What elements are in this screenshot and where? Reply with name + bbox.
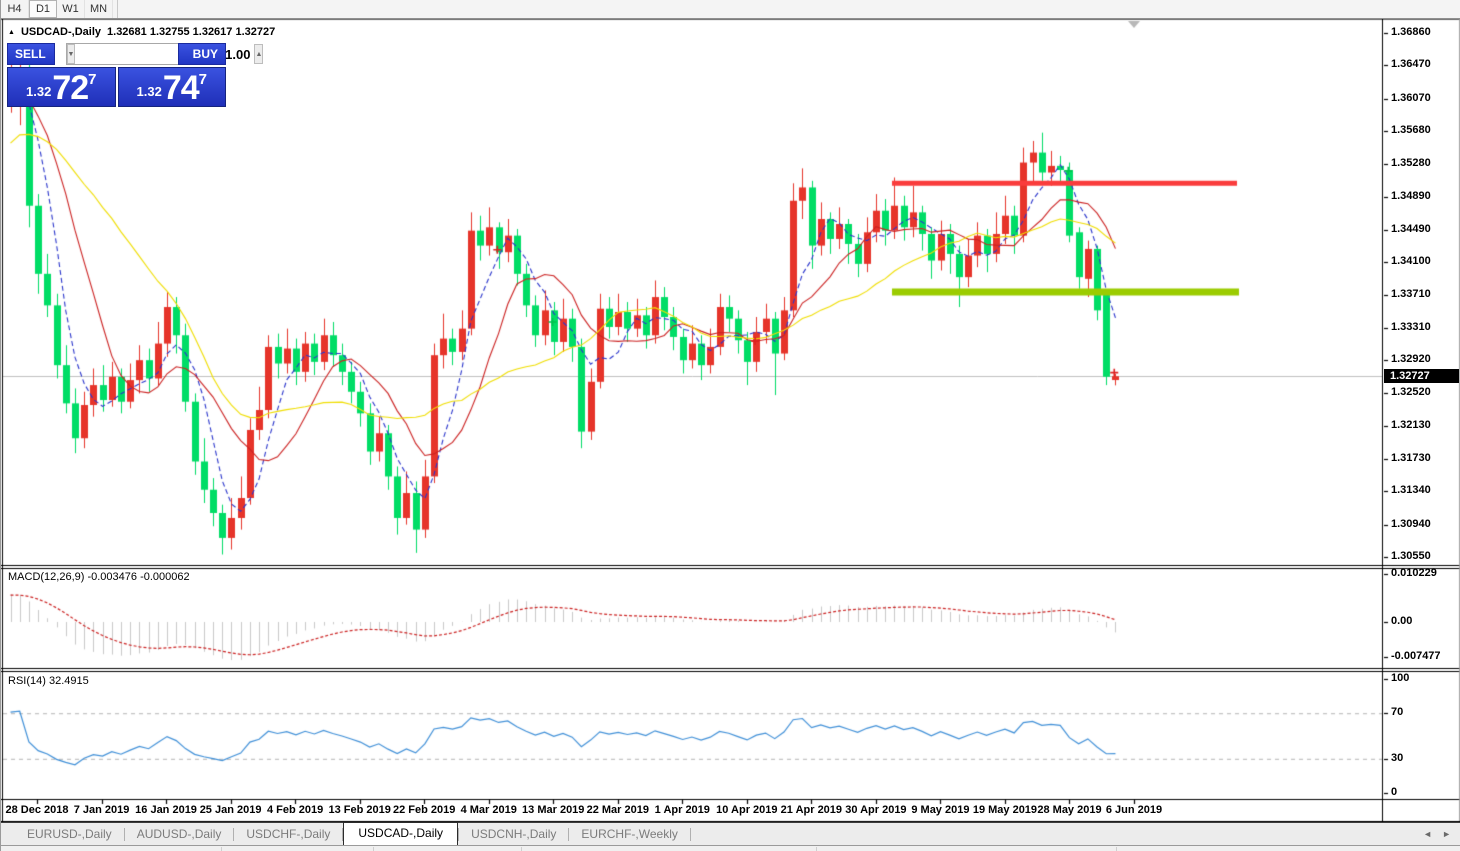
price-axis-tick: 1.31730: [1391, 452, 1431, 464]
buy-price-prefix: 1.32: [136, 84, 162, 99]
tab-divider: [123, 828, 125, 841]
chart-tab-eurusddaily[interactable]: EURUSD-,Daily: [27, 827, 112, 841]
buy-price-big: 74: [162, 69, 200, 108]
price-axis-tick: 1.34100: [1391, 255, 1431, 268]
date-axis-label: 4 Feb 2019: [266, 804, 324, 816]
date-axis-label: 28 Dec 2018: [5, 804, 69, 816]
sell-button[interactable]: SELL: [7, 43, 55, 65]
price-axis-tick: 1.34890: [1391, 189, 1431, 202]
chart-window: ▲ USDCAD-,Daily 1.32681 1.32755 1.32617 …: [1, 19, 1460, 822]
status-strip: [1, 845, 1460, 851]
volume-input[interactable]: [75, 44, 255, 64]
price-axis-tick: 1.36070: [1391, 91, 1431, 104]
tab-divider: [689, 828, 691, 841]
status-divider: [1116, 847, 1117, 851]
timeframe-toolbar: H4 D1 W1 MN: [1, 0, 1460, 19]
date-axis-label: 13 Mar 2019: [522, 804, 585, 816]
date-axis-label: 4 Mar 2019: [460, 804, 517, 816]
macd-axis-tick: 0.00: [1391, 615, 1413, 627]
date-axis-label: 6 Jun 2019: [1105, 804, 1163, 816]
price-axis-tick: 1.32520: [1391, 386, 1431, 399]
buy-quote-button[interactable]: 1.32 74 7: [117, 67, 226, 108]
tab-scroll-right-icon[interactable]: ►: [1442, 829, 1451, 839]
tab-divider: [342, 828, 344, 841]
volume-decrease-button[interactable]: ▼: [66, 44, 76, 64]
buy-button[interactable]: BUY: [177, 43, 226, 65]
sell-price-big: 72: [52, 69, 89, 108]
price-axis-tick: 1.30550: [1391, 550, 1431, 562]
price-axis-tick: 1.32920: [1391, 353, 1431, 366]
price-axis-tick: 1.30940: [1391, 517, 1431, 530]
sell-quote-button[interactable]: 1.32 72 7: [7, 67, 116, 107]
rsi-axis-tick: 30: [1391, 751, 1404, 764]
tab-scroll-left-icon[interactable]: ◄: [1423, 829, 1433, 839]
price-axis-tick: 1.33310: [1391, 320, 1431, 333]
date-axis-label: 9 May 2019: [911, 804, 970, 816]
macd-indicator-label: MACD(12,26,9) -0.003476 -0.000062: [8, 571, 190, 583]
chart-tab-eurchfweekly[interactable]: EURCHF-,Weekly: [581, 827, 678, 841]
price-axis-tick: 1.36470: [1391, 58, 1431, 71]
toolbar-separator: [117, 0, 118, 18]
date-axis-label: 19 May 2019: [972, 804, 1038, 816]
date-axis-label: 28 May 2019: [1037, 804, 1102, 816]
tab-divider: [568, 828, 570, 841]
one-click-trade-panel: SELL ▼ ▲ BUY 1.32 72 7 1.32 74 7: [7, 43, 264, 108]
price-axis-tick: 1.32130: [1391, 418, 1431, 431]
chart-ohlc-values: 1.32681 1.32755 1.32617 1.32727: [107, 26, 276, 38]
status-divider: [221, 847, 222, 851]
date-axis-label: 16 Jan 2019: [135, 804, 197, 816]
chart-tab-usdcaddaily[interactable]: USDCAD-,Daily: [343, 822, 459, 845]
date-axis-label: 21 Apr 2019: [780, 804, 843, 816]
macd-axis-tick: -0.007477: [1391, 649, 1441, 662]
volume-increase-button[interactable]: ▲: [254, 44, 264, 64]
collapse-panel-icon[interactable]: ▲: [8, 28, 15, 36]
date-axis-label: 22 Feb 2019: [392, 804, 456, 816]
date-axis-label: 7 Jan 2019: [73, 804, 130, 816]
chart-symbol-title: USDCAD-,Daily: [20, 26, 102, 38]
rsi-axis-tick: 0: [1391, 786, 1398, 798]
status-divider: [373, 847, 374, 851]
timeframe-button-mn[interactable]: MN: [85, 0, 113, 18]
date-axis-label: 1 Apr 2019: [654, 804, 710, 816]
chart-tab-audusddaily[interactable]: AUDUSD-,Daily: [136, 827, 222, 841]
price-axis-tick: 1.33710: [1391, 287, 1431, 300]
rsi-axis-tick: 100: [1391, 672, 1410, 684]
price-axis-tick: 1.36860: [1391, 26, 1431, 38]
timeframe-button-h4[interactable]: H4: [1, 0, 29, 18]
tab-divider: [233, 828, 235, 841]
sell-price-sup: 7: [88, 71, 97, 88]
chart-canvas[interactable]: [1, 19, 1460, 822]
chart-tab-usdcnhdaily[interactable]: USDCNH-,Daily: [471, 827, 557, 841]
tab-scroll-controls: ◄ ►: [1423, 829, 1460, 839]
chart-tab-bar: EURUSD-,Daily AUDUSD-,Daily USDCHF-,Daily U…: [1, 822, 1460, 845]
price-axis-tick: 1.31340: [1391, 484, 1431, 497]
date-axis-label: 10 Apr 2019: [716, 804, 778, 816]
timeframe-button-d1[interactable]: D1: [29, 0, 57, 18]
date-axis-label: 25 Jan 2019: [199, 804, 262, 816]
chart-tab-usdchfdaily[interactable]: USDCHF-,Daily: [246, 827, 331, 841]
price-axis-tick: 1.34490: [1391, 222, 1431, 235]
volume-box: ▼ ▲: [65, 43, 264, 65]
rsi-axis-tick: 70: [1391, 706, 1404, 719]
sell-price-prefix: 1.32: [26, 84, 52, 99]
macd-axis-tick: 0.010229: [1391, 567, 1437, 580]
tab-divider: [458, 828, 460, 841]
current-price-tag: 1.32727: [1384, 369, 1459, 384]
date-axis-label: 22 Mar 2019: [586, 804, 649, 816]
status-divider: [816, 847, 817, 851]
chart-header: ▲ USDCAD-,Daily 1.32681 1.32755 1.32617 …: [8, 26, 275, 38]
date-axis-label: 30 Apr 2019: [845, 804, 907, 816]
date-axis-label: 13 Feb 2019: [328, 804, 391, 816]
status-divider: [521, 847, 522, 851]
rsi-indicator-label: RSI(14) 32.4915: [8, 675, 89, 687]
price-axis-tick: 1.35680: [1391, 123, 1431, 136]
buy-price-sup: 7: [198, 71, 207, 88]
price-axis-tick: 1.35280: [1391, 157, 1431, 170]
timeframe-button-w1[interactable]: W1: [57, 0, 85, 18]
